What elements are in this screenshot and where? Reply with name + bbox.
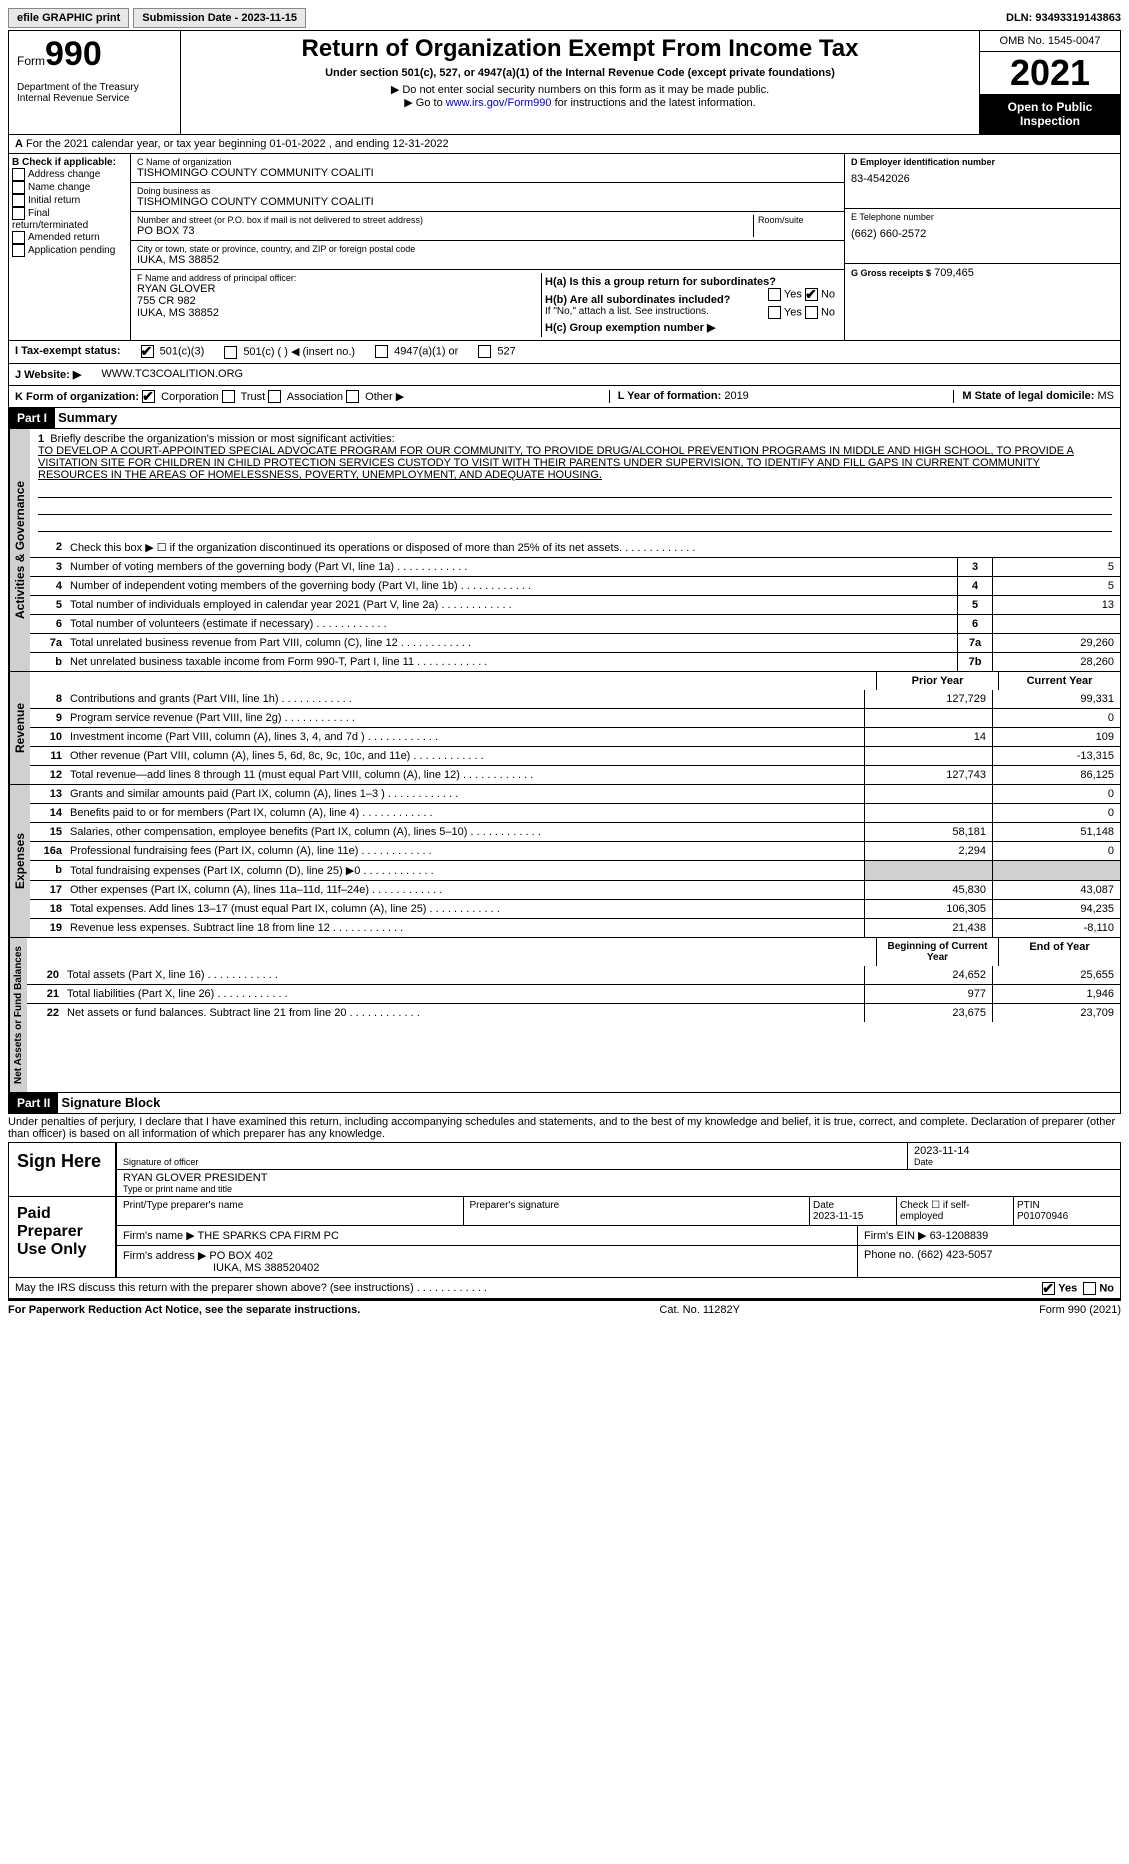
header-right: OMB No. 1545-0047 2021 Open to Public In… <box>979 31 1120 134</box>
table-row: 15Salaries, other compensation, employee… <box>30 822 1120 841</box>
table-row: 9Program service revenue (Part VIII, lin… <box>30 708 1120 727</box>
header-title-area: Return of Organization Exempt From Incom… <box>181 31 979 134</box>
efile-button[interactable]: efile GRAPHIC print <box>8 8 129 28</box>
chk-discuss-yes[interactable] <box>1042 1282 1055 1295</box>
table-row: 16aProfessional fundraising fees (Part I… <box>30 841 1120 860</box>
table-row: 4Number of independent voting members of… <box>30 576 1120 595</box>
table-row: 17Other expenses (Part IX, column (A), l… <box>30 880 1120 899</box>
chk-other[interactable] <box>346 390 359 403</box>
table-row: 5Total number of individuals employed in… <box>30 595 1120 614</box>
part1-header: Part I Summary <box>8 408 1121 429</box>
department: Department of the Treasury Internal Reve… <box>17 82 172 104</box>
chk-corp[interactable] <box>142 390 155 403</box>
table-row: 14Benefits paid to or for members (Part … <box>30 803 1120 822</box>
mission: 1 Briefly describe the organization's mi… <box>30 429 1120 538</box>
dln: DLN: 93493319143863 <box>1006 12 1121 24</box>
signature-block: Sign Here Signature of officer 2023-11-1… <box>8 1142 1121 1278</box>
form-header: Form990 Department of the Treasury Inter… <box>8 30 1121 135</box>
table-row: 11Other revenue (Part VIII, column (A), … <box>30 746 1120 765</box>
table-row: 19Revenue less expenses. Subtract line 1… <box>30 918 1120 937</box>
table-row: 20Total assets (Part X, line 16)24,65225… <box>27 966 1120 984</box>
row-k: K Form of organization: Corporation Trus… <box>8 386 1121 409</box>
table-row: 2Check this box ▶ ☐ if the organization … <box>30 538 1120 557</box>
chk-initial[interactable]: Initial return <box>12 194 127 207</box>
form-title: Return of Organization Exempt From Incom… <box>185 35 975 63</box>
chk-discuss-no[interactable] <box>1083 1282 1096 1295</box>
activities-governance: Activities & Governance 1 Briefly descri… <box>8 429 1121 672</box>
revenue-section: Revenue Prior YearCurrent Year 8Contribu… <box>8 672 1121 785</box>
chk-final[interactable]: Final return/terminated <box>12 207 127 231</box>
table-row: 13Grants and similar amounts paid (Part … <box>30 785 1120 803</box>
part2-header: Part II Signature Block <box>8 1093 1121 1114</box>
discuss-row: May the IRS discuss this return with the… <box>8 1278 1121 1299</box>
top-toolbar: efile GRAPHIC print Submission Date - 20… <box>8 8 1121 28</box>
table-row: 3Number of voting members of the governi… <box>30 557 1120 576</box>
chk-amended[interactable]: Amended return <box>12 231 127 244</box>
box-b: B Check if applicable: Address change Na… <box>9 154 131 340</box>
table-row: bTotal fundraising expenses (Part IX, co… <box>30 860 1120 880</box>
irs-link[interactable]: www.irs.gov/Form990 <box>446 97 552 109</box>
table-row: 21Total liabilities (Part X, line 26)977… <box>27 984 1120 1003</box>
row-a-tax-year: A For the 2021 calendar year, or tax yea… <box>8 135 1121 154</box>
net-assets-section: Net Assets or Fund Balances Beginning of… <box>8 938 1121 1093</box>
table-row: 8Contributions and grants (Part VIII, li… <box>30 690 1120 708</box>
table-row: 6Total number of volunteers (estimate if… <box>30 614 1120 633</box>
page-footer: For Paperwork Reduction Act Notice, see … <box>8 1299 1121 1316</box>
submission-date-button[interactable]: Submission Date - 2023-11-15 <box>133 8 306 28</box>
chk-assoc[interactable] <box>268 390 281 403</box>
table-row: 7aTotal unrelated business revenue from … <box>30 633 1120 652</box>
expenses-section: Expenses 13Grants and similar amounts pa… <box>8 785 1121 938</box>
chk-501c3[interactable]: 501(c)(3) <box>141 345 205 359</box>
box-d-e-g: D Employer identification number83-45420… <box>844 154 1120 340</box>
table-row: bNet unrelated business taxable income f… <box>30 652 1120 671</box>
chk-527[interactable]: 527 <box>478 345 515 359</box>
chk-name[interactable]: Name change <box>12 181 127 194</box>
perjury-statement: Under penalties of perjury, I declare th… <box>8 1114 1121 1142</box>
chk-address[interactable]: Address change <box>12 168 127 181</box>
row-j: J Website: ▶ WWW.TC3COALITION.ORG <box>8 364 1121 386</box>
section-b-through-h: B Check if applicable: Address change Na… <box>8 154 1121 341</box>
table-row: 10Investment income (Part VIII, column (… <box>30 727 1120 746</box>
chk-trust[interactable] <box>222 390 235 403</box>
row-i: I Tax-exempt status: 501(c)(3) 501(c) ( … <box>8 341 1121 364</box>
chk-501c[interactable]: 501(c) ( ) ◀ (insert no.) <box>224 345 355 359</box>
table-row: 18Total expenses. Add lines 13–17 (must … <box>30 899 1120 918</box>
form-number-box: Form990 Department of the Treasury Inter… <box>9 31 181 134</box>
chk-4947[interactable]: 4947(a)(1) or <box>375 345 458 359</box>
box-h: H(a) Is this a group return for subordin… <box>541 273 838 337</box>
table-row: 12Total revenue—add lines 8 through 11 (… <box>30 765 1120 784</box>
box-c: C Name of organizationTISHOMINGO COUNTY … <box>131 154 844 340</box>
chk-pending[interactable]: Application pending <box>12 244 127 257</box>
table-row: 22Net assets or fund balances. Subtract … <box>27 1003 1120 1022</box>
